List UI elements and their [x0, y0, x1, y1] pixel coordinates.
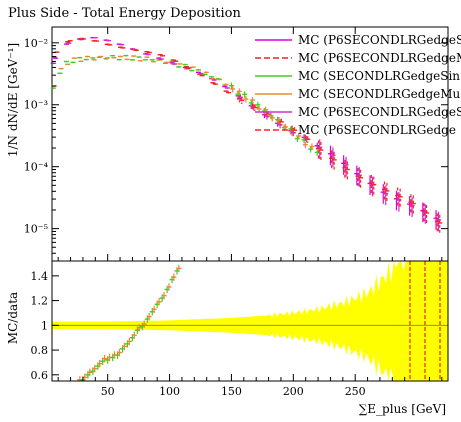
ratio-tick-label: 0.8	[31, 344, 49, 357]
legend-label: MC (P6SECONDLRGedgeS	[298, 105, 461, 119]
y-axis-label: 1/N dN/dE [GeV⁻¹]	[6, 43, 20, 157]
legend-entry-2: MC (P6SECONDLRGedgeM	[255, 51, 461, 65]
ratio-tick-label: 0.6	[31, 369, 49, 382]
ratio-y-ticks: 0.6 0.8 1 1.2 1.4	[31, 270, 59, 382]
legend-entry-3: MC (SECONDLRGedgeSin	[255, 69, 460, 83]
ratio-plot-marks	[52, 261, 448, 381]
x-axis-label: ∑E_plus [GeV]	[359, 402, 446, 416]
y-tick-label: 10⁻⁴	[24, 161, 49, 174]
chart-title: Plus Side - Total Energy Deposition	[8, 6, 241, 21]
x-tick-label: 150	[221, 385, 242, 398]
legend-label: MC (SECONDLRGedgeMu	[298, 87, 461, 101]
x-tick-label: 50	[101, 385, 115, 398]
legend-entry-4: MC (SECONDLRGedgeMu	[255, 87, 461, 101]
series-4	[51, 55, 315, 150]
ratio-tick-label: 1	[41, 319, 48, 332]
ratio-axis-label: MC/data	[6, 292, 20, 344]
main-y-ticks: 10⁻⁵ 10⁻⁴ 10⁻³ 10⁻²	[24, 37, 448, 262]
legend-label: MC (P6SECONDLRGedgeS	[298, 33, 461, 47]
series-3	[50, 54, 320, 156]
x-tick-label: 200	[283, 385, 304, 398]
series-6	[54, 38, 443, 235]
uncertainty-band	[52, 261, 448, 381]
y-tick-label: 10⁻⁵	[24, 223, 48, 236]
main-plot: 10⁻⁵ 10⁻⁴ 10⁻³ 10⁻²	[24, 26, 449, 262]
x-tick-label: 100	[159, 385, 180, 398]
ratio-tick-label: 1.4	[31, 270, 49, 283]
y-tick-label: 10⁻²	[24, 37, 48, 50]
legend-label: MC (P6SECONDLRGedgeM	[298, 51, 461, 65]
legend-entry-1: MC (P6SECONDLRGedgeS	[255, 33, 461, 47]
ratio-tick-label: 1.2	[31, 295, 49, 308]
ratio-plot-frame	[51, 260, 449, 382]
legend-entry-5: MC (P6SECONDLRGedgeS	[255, 105, 461, 119]
ratio-plot: 0.6 0.8 1 1.2 1.4 50 100 150 200 250	[31, 27, 449, 398]
legend-label: MC (P6SECONDLRGedge	[298, 123, 456, 137]
main-plot-marks	[50, 36, 443, 235]
x-ticks: 50 100 150 200 250	[57, 27, 443, 398]
y-tick-label: 10⁻³	[24, 99, 48, 112]
x-tick-label: 250	[345, 385, 366, 398]
legend-label: MC (SECONDLRGedgeSin	[298, 69, 460, 83]
legend-entry-6: MC (P6SECONDLRGedge	[255, 123, 456, 137]
